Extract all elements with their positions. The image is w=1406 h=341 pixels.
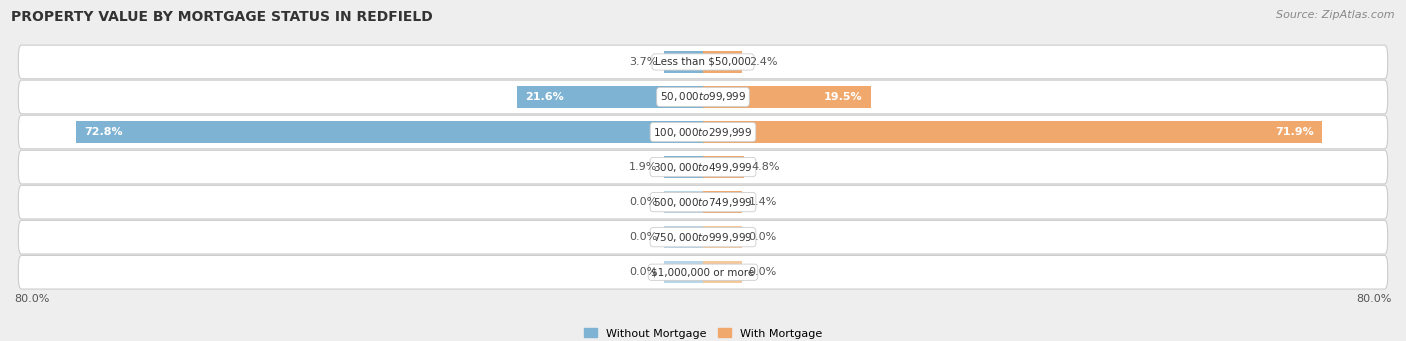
Text: 0.0%: 0.0% <box>628 267 658 277</box>
FancyBboxPatch shape <box>18 80 1388 114</box>
FancyBboxPatch shape <box>18 220 1388 254</box>
Bar <box>664 261 703 283</box>
Legend: Without Mortgage, With Mortgage: Without Mortgage, With Mortgage <box>579 324 827 341</box>
Text: 1.9%: 1.9% <box>628 162 658 172</box>
Text: $750,000 to $999,999: $750,000 to $999,999 <box>654 231 752 244</box>
Text: $50,000 to $99,999: $50,000 to $99,999 <box>659 90 747 104</box>
Text: 0.0%: 0.0% <box>628 197 658 207</box>
Text: 2.4%: 2.4% <box>748 57 778 67</box>
Text: 19.5%: 19.5% <box>824 92 862 102</box>
Bar <box>703 51 742 73</box>
Bar <box>703 121 1322 143</box>
FancyBboxPatch shape <box>18 185 1388 219</box>
Bar <box>517 86 703 108</box>
Text: $300,000 to $499,999: $300,000 to $499,999 <box>654 161 752 174</box>
Text: 80.0%: 80.0% <box>1357 294 1392 304</box>
FancyBboxPatch shape <box>18 45 1388 79</box>
Bar <box>703 156 744 178</box>
Text: 0.0%: 0.0% <box>748 232 778 242</box>
Text: $100,000 to $299,999: $100,000 to $299,999 <box>654 125 752 138</box>
Text: $1,000,000 or more: $1,000,000 or more <box>651 267 755 277</box>
Bar <box>703 261 742 283</box>
Bar <box>703 226 742 248</box>
FancyBboxPatch shape <box>18 255 1388 289</box>
Text: 0.0%: 0.0% <box>748 267 778 277</box>
Bar <box>703 191 742 213</box>
Text: 3.7%: 3.7% <box>628 57 658 67</box>
Bar <box>76 121 703 143</box>
Text: 80.0%: 80.0% <box>14 294 49 304</box>
Bar <box>703 86 870 108</box>
Bar <box>664 156 703 178</box>
Bar <box>664 191 703 213</box>
Text: 21.6%: 21.6% <box>526 92 564 102</box>
Text: Source: ZipAtlas.com: Source: ZipAtlas.com <box>1277 10 1395 20</box>
Text: 0.0%: 0.0% <box>628 232 658 242</box>
Text: 4.8%: 4.8% <box>751 162 780 172</box>
Text: 1.4%: 1.4% <box>748 197 778 207</box>
Text: Less than $50,000: Less than $50,000 <box>655 57 751 67</box>
Text: $500,000 to $749,999: $500,000 to $749,999 <box>654 196 752 209</box>
Text: PROPERTY VALUE BY MORTGAGE STATUS IN REDFIELD: PROPERTY VALUE BY MORTGAGE STATUS IN RED… <box>11 10 433 24</box>
Text: 72.8%: 72.8% <box>84 127 124 137</box>
Text: 71.9%: 71.9% <box>1275 127 1313 137</box>
Bar <box>664 51 703 73</box>
FancyBboxPatch shape <box>18 115 1388 149</box>
Bar <box>664 226 703 248</box>
FancyBboxPatch shape <box>18 150 1388 184</box>
